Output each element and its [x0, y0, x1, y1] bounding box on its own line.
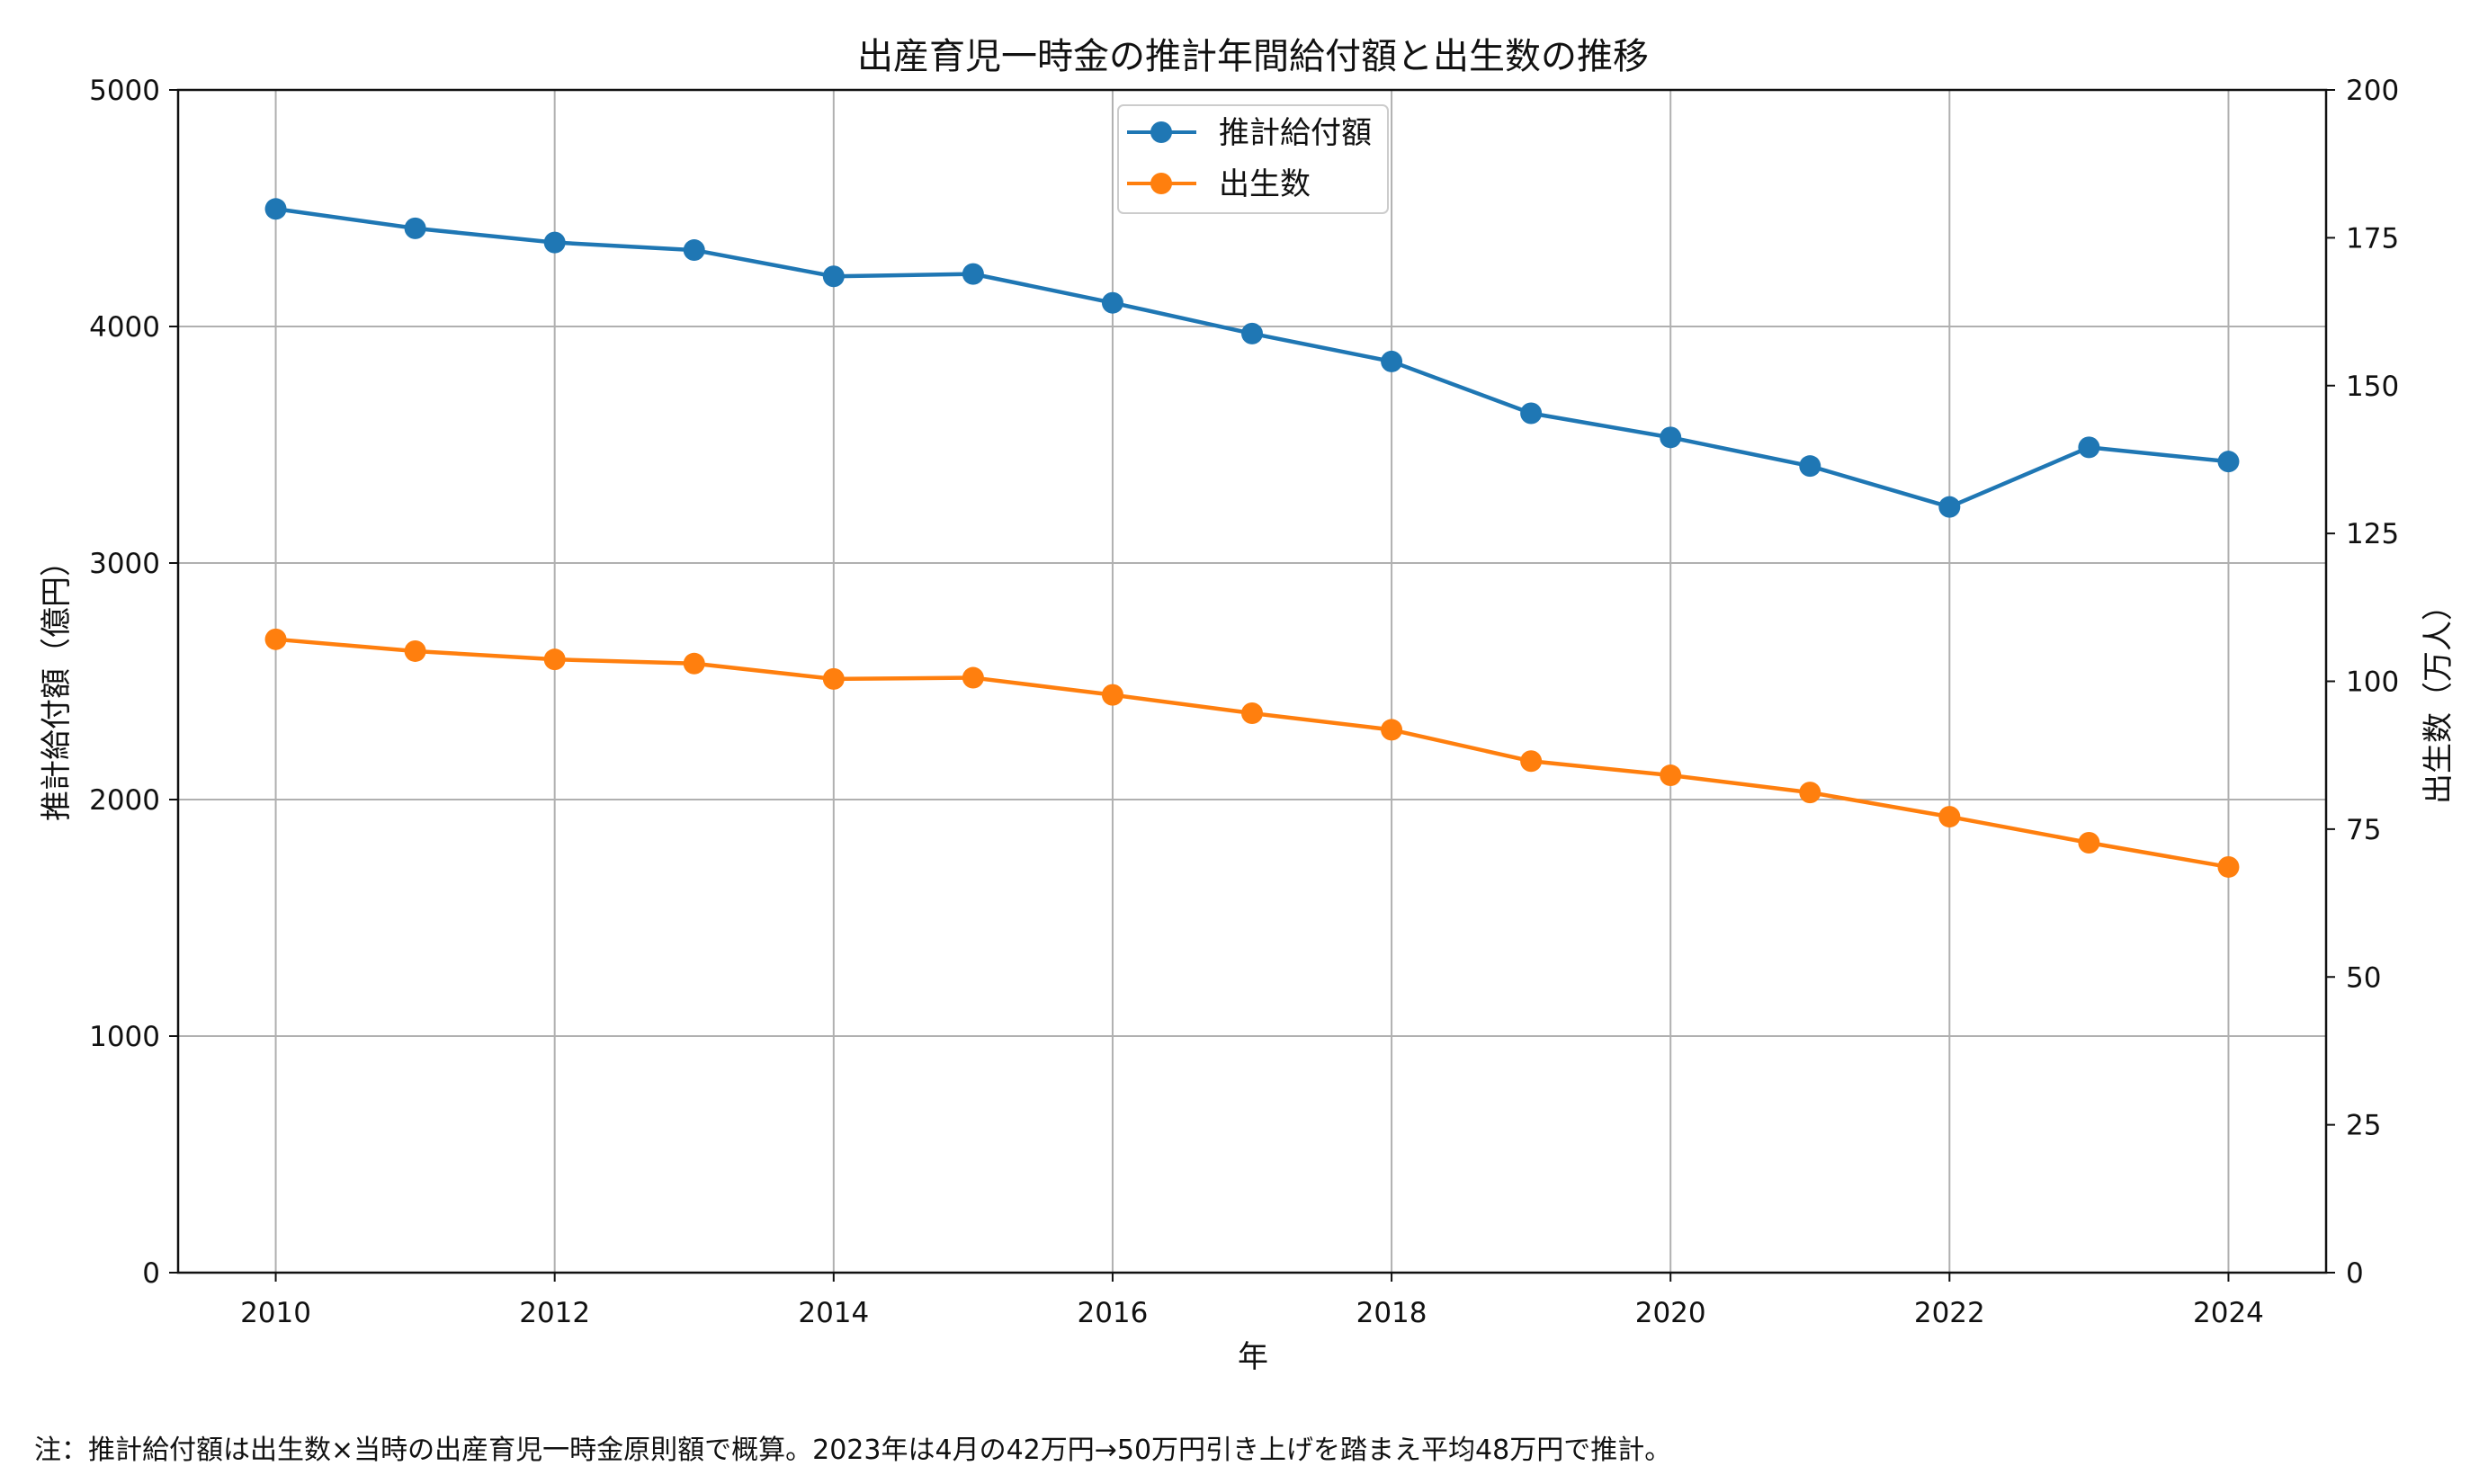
x-tick-label: 2024 [2193, 1297, 2264, 1329]
legend-label: 推計給付額 [1219, 115, 1372, 151]
series-layer [264, 198, 2240, 878]
y-right-tick-label: 125 [2346, 518, 2399, 550]
legend-label: 出生数 [1219, 166, 1311, 202]
data-point-benefit [404, 217, 426, 239]
legend-swatch-marker [1150, 121, 1172, 143]
y-left-tick-label: 1000 [89, 1021, 160, 1053]
data-point-births [1101, 684, 1123, 706]
grid-layer [178, 89, 2326, 1274]
data-point-births [404, 639, 426, 662]
data-point-benefit [1938, 496, 1961, 518]
data-point-benefit [543, 231, 566, 254]
y-right-tick-label: 0 [2346, 1257, 2364, 1290]
x-tick-label: 2020 [1635, 1297, 1706, 1329]
data-point-benefit [822, 265, 845, 288]
data-point-births [1938, 806, 1961, 828]
x-tick-label: 2022 [1914, 1297, 1985, 1329]
series-line-benefit [275, 207, 2229, 509]
data-point-benefit [1381, 350, 1403, 372]
x-tick-label: 2018 [1356, 1297, 1427, 1329]
data-point-births [1660, 764, 1682, 787]
data-point-benefit [1520, 402, 1543, 425]
series-line-births [275, 637, 2229, 870]
data-point-births [1241, 702, 1263, 725]
data-point-benefit [1799, 455, 1821, 478]
data-point-benefit [1241, 322, 1263, 344]
data-point-births [2078, 831, 2100, 854]
data-point-births [683, 652, 705, 675]
axes-layer: 2010 2012 2014 2016 2018 2020 2022 202401000200… [89, 75, 2399, 1329]
data-point-benefit [1660, 426, 1682, 449]
data-point-benefit [962, 263, 984, 285]
data-point-births [1799, 782, 1821, 804]
data-point-benefit [2217, 451, 2240, 473]
y-right-tick-label: 50 [2346, 961, 2381, 994]
chart-title: 出産育児一時金の推計年間給付額と出生数の推移 [857, 36, 1649, 77]
y-left-tick-label: 0 [142, 1257, 160, 1290]
y-left-tick-label: 2000 [89, 784, 160, 817]
chart-note: 注：推計給付額は出生数×当時の出産育児一時金原則額で概算。2023年は4月の42… [34, 1435, 1671, 1466]
x-tick-label: 2014 [798, 1297, 869, 1329]
x-tick-label: 2012 [519, 1297, 590, 1329]
y-right-tick-label: 150 [2346, 371, 2399, 403]
data-point-births [1381, 719, 1403, 741]
data-point-births [822, 667, 845, 690]
y-right-tick-label: 25 [2346, 1110, 2381, 1142]
y-axis-right-title: 出生数（万人） [2421, 590, 2457, 804]
y-left-tick-label: 5000 [89, 75, 160, 107]
data-point-benefit [1101, 291, 1123, 314]
y-right-tick-label: 100 [2346, 666, 2399, 699]
y-right-tick-label: 175 [2346, 222, 2399, 255]
data-point-births [1520, 750, 1543, 773]
data-point-benefit [683, 239, 705, 262]
x-tick-label: 2016 [1077, 1297, 1148, 1329]
y-axis-left-title: 推計給付額（億円） [39, 546, 75, 821]
y-left-tick-label: 4000 [89, 311, 160, 344]
y-right-tick-label: 75 [2346, 814, 2381, 846]
data-point-births [962, 666, 984, 689]
data-point-births [2217, 855, 2240, 878]
data-point-benefit [264, 198, 287, 220]
x-axis-title: 年 [1238, 1339, 1268, 1375]
legend-swatch-marker [1150, 173, 1172, 194]
y-right-tick-label: 200 [2346, 75, 2399, 107]
x-tick-label: 2010 [240, 1297, 311, 1329]
legend: 推計給付額 出生数 [1117, 104, 1389, 214]
plot-frame [176, 88, 2328, 1274]
data-point-benefit [2078, 436, 2100, 459]
data-point-births [543, 648, 566, 671]
y-left-tick-label: 3000 [89, 548, 160, 580]
data-point-births [264, 628, 287, 650]
